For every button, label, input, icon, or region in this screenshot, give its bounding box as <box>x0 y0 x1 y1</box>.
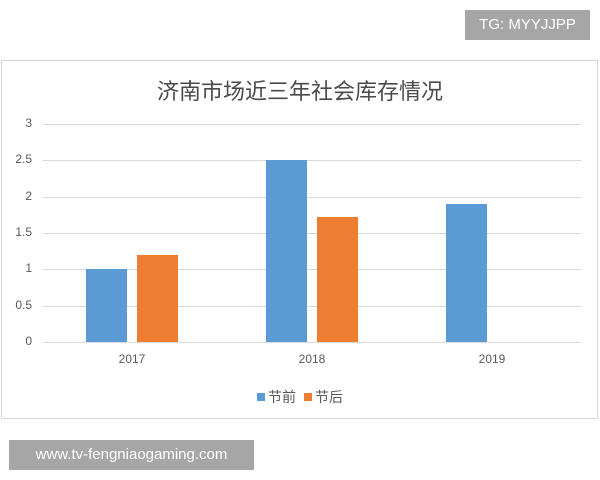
legend-label-before: 节前 <box>268 390 296 406</box>
legend-swatch-orange-icon <box>304 393 312 401</box>
watermark-bottom: www.tv-fengniaogaming.com <box>9 440 254 470</box>
gridline <box>43 342 581 343</box>
gridline <box>43 269 581 270</box>
y-tick-label: 1 <box>25 261 32 275</box>
y-tick-label: 2 <box>25 189 32 203</box>
bar-2018-before <box>266 160 307 342</box>
y-tick-label: 0 <box>25 334 32 348</box>
legend-swatch-blue-icon <box>257 393 265 401</box>
bar-2018-after <box>317 217 358 342</box>
legend-item-after: 节后 <box>304 387 343 407</box>
x-tick-label: 2017 <box>118 352 146 366</box>
gridline <box>43 124 581 125</box>
x-tick-label: 2019 <box>478 352 506 366</box>
gridline <box>43 160 581 161</box>
x-tick-label: 2018 <box>298 352 326 366</box>
bar-2019-before <box>446 203 487 342</box>
legend: 节前 节后 <box>0 387 600 407</box>
gridline <box>43 233 581 234</box>
chart-title: 济南市场近三年社会库存情况 <box>156 80 443 105</box>
watermark-top: TG: MYYJJPP <box>465 10 590 40</box>
y-tick-label: 2.5 <box>15 152 32 166</box>
legend-label-after: 节后 <box>315 390 343 406</box>
bar-2017-before <box>86 269 127 342</box>
y-tick-label: 0.5 <box>15 298 32 312</box>
gridline <box>43 197 581 198</box>
bar-2017-after <box>137 254 178 342</box>
gridline <box>43 306 581 307</box>
legend-item-before: 节前 <box>257 387 296 407</box>
y-tick-label: 1.5 <box>15 225 32 239</box>
y-tick-label: 3 <box>25 116 32 130</box>
